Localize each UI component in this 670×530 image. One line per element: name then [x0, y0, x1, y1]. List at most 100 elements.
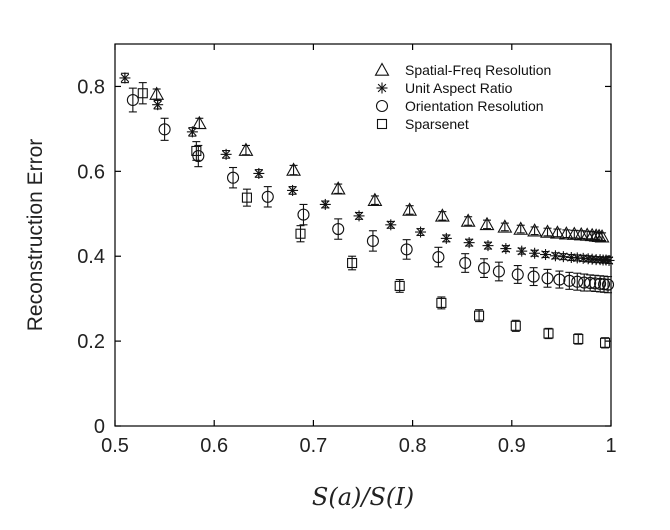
series-square	[137, 82, 611, 349]
data-point-square	[510, 320, 521, 331]
x-axis-label: S(a)/S(I)	[312, 483, 414, 511]
error-bar	[516, 224, 525, 234]
data-point-square	[347, 257, 358, 269]
data-point-circle	[459, 256, 472, 270]
data-point-circle	[126, 93, 139, 107]
legend-item: Spatial-Freq Resolution	[374, 62, 551, 78]
data-point-circle	[594, 277, 607, 290]
legend-label: Sparsenet	[405, 116, 469, 132]
data-point-circle	[297, 208, 310, 221]
data-point-circle	[601, 278, 615, 291]
data-point-circle	[598, 278, 611, 291]
error-bar	[194, 144, 203, 168]
data-point-triangle	[330, 181, 346, 195]
error-bar	[152, 88, 161, 100]
data-point-asterisk	[119, 72, 131, 84]
data-point-triangle	[540, 224, 555, 238]
y-tick-label: 0.8	[77, 76, 105, 98]
data-point-asterisk	[376, 82, 388, 94]
error-bar	[530, 226, 539, 236]
data-point-circle	[527, 270, 540, 283]
error-bar	[299, 203, 308, 226]
error-bar	[529, 267, 538, 287]
error-bar	[500, 222, 509, 232]
data-point-square	[137, 88, 148, 99]
error-bar	[543, 268, 552, 288]
data-point-circle	[511, 268, 524, 281]
series-layer	[119, 72, 615, 349]
y-tick-label: 0.6	[77, 161, 105, 183]
error-bar	[402, 239, 411, 260]
x-tick-label: 0.7	[299, 435, 327, 457]
data-point-triangle	[402, 202, 418, 216]
data-point-circle	[553, 273, 566, 286]
error-bar	[296, 225, 305, 243]
data-point-asterisk	[152, 99, 164, 111]
data-point-circle	[261, 190, 274, 203]
legend: Spatial-Freq Resolution Unit Aspect Ratio…	[374, 62, 551, 132]
data-point-triangle	[497, 219, 513, 233]
x-tick-label: 0.5	[101, 435, 129, 457]
error-bar	[192, 141, 201, 161]
error-bar	[601, 337, 610, 349]
data-point-asterisk	[353, 210, 365, 222]
data-point-circle	[332, 223, 345, 236]
data-point-triangle	[594, 229, 610, 243]
data-point-square	[573, 333, 584, 345]
data-point-circle	[226, 171, 240, 184]
data-point-asterisk	[500, 243, 512, 255]
data-point-asterisk	[319, 198, 331, 210]
data-point-square	[436, 297, 447, 308]
y-axis-label: Reconstruction Error	[24, 139, 47, 332]
error-bar	[195, 117, 204, 130]
error-bar	[334, 183, 343, 194]
error-bar	[241, 144, 250, 156]
error-bar	[574, 333, 583, 345]
data-point-asterisk	[415, 226, 427, 238]
data-point-asterisk	[220, 148, 232, 160]
data-point-triangle	[191, 115, 207, 130]
data-point-asterisk	[463, 237, 475, 249]
data-point-triangle	[479, 216, 495, 231]
data-point-asterisk	[482, 240, 494, 252]
x-tick-label: 0.8	[399, 435, 427, 457]
data-point-asterisk	[540, 249, 552, 261]
error-bar	[229, 166, 238, 189]
error-bar	[598, 232, 607, 242]
data-point-circle	[571, 275, 584, 288]
data-point-triangle	[513, 221, 529, 235]
legend-label: Spatial-Freq Resolution	[405, 62, 551, 78]
data-point-square	[543, 328, 554, 339]
data-point-asterisk	[385, 219, 397, 231]
data-point-asterisk	[557, 251, 569, 263]
error-bar	[480, 258, 489, 278]
data-point-triangle	[566, 226, 582, 240]
data-point-triangle	[238, 142, 254, 156]
error-bar	[434, 246, 443, 268]
data-point-asterisk	[529, 247, 541, 259]
error-bar	[242, 188, 251, 207]
plot-frame	[114, 43, 612, 427]
error-bar	[513, 265, 522, 284]
data-point-triangle	[367, 192, 383, 206]
y-tick-label: 0.2	[77, 331, 105, 353]
data-point-asterisk	[440, 232, 452, 244]
error-bar	[289, 164, 298, 176]
data-point-triangle	[558, 226, 574, 240]
data-point-asterisk	[516, 245, 528, 257]
data-point-square	[295, 228, 306, 239]
data-point-square	[599, 337, 611, 348]
y-tick-label: 0.4	[77, 246, 105, 268]
data-point-triangle	[460, 213, 476, 227]
data-point-square	[474, 310, 485, 321]
error-bar	[263, 186, 272, 208]
data-point-square	[241, 192, 252, 203]
error-bar	[464, 216, 473, 226]
y-tick-label: 0	[94, 416, 105, 438]
series-asterisk	[119, 72, 615, 266]
series-circle	[126, 87, 615, 294]
legend-item: Sparsenet	[376, 116, 469, 132]
data-point-triangle	[434, 208, 450, 222]
error-bar	[494, 261, 503, 282]
